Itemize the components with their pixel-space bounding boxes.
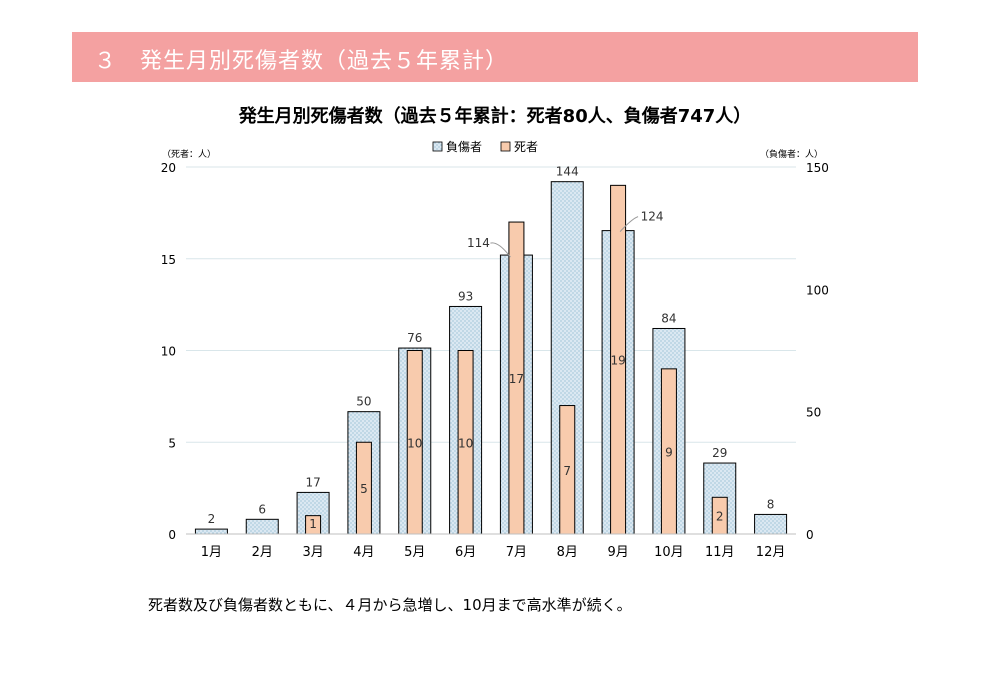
data-label-death: 9 <box>665 445 673 459</box>
section-banner: ３ 発生月別死傷者数（過去５年累計） <box>72 32 918 82</box>
data-label-death: 7 <box>563 464 571 478</box>
legend-label-death: 死者 <box>514 140 538 154</box>
x-tick-label: 1月 <box>201 545 222 560</box>
left-tick-label: 20 <box>161 161 176 175</box>
left-tick-label: 5 <box>168 436 176 450</box>
left-tick-label: 15 <box>161 253 176 267</box>
x-tick-label: 11月 <box>705 545 735 560</box>
data-label-injured: 8 <box>767 497 775 511</box>
bar-injured <box>245 518 279 535</box>
data-label-injured: 84 <box>661 311 676 325</box>
legend-label-injured: 負傷者 <box>446 139 482 154</box>
label-leader <box>490 242 511 258</box>
data-label-death: 5 <box>360 482 368 496</box>
caption: 死者数及び負傷者数ともに、４月から急増し、10月まで高水準が続く。 <box>148 596 632 614</box>
right-tick-label: 100 <box>806 283 829 297</box>
x-tick-label: 10月 <box>654 545 684 560</box>
data-label-injured: 50 <box>356 395 371 409</box>
x-tick-label: 3月 <box>302 545 323 560</box>
right-axis-unit: （負傷者：人） <box>760 148 823 160</box>
data-label-injured: 2 <box>208 512 216 526</box>
x-tick-label: 6月 <box>455 545 476 560</box>
right-tick-label: 50 <box>806 406 821 420</box>
data-label-injured: 114 <box>467 236 490 250</box>
data-label-death: 10 <box>407 436 422 450</box>
data-label-injured: 124 <box>641 210 664 224</box>
bar-injured <box>754 513 788 535</box>
data-label-death: 17 <box>509 372 524 386</box>
data-label-death: 2 <box>716 510 724 524</box>
bar-injured <box>194 528 228 535</box>
left-tick-label: 0 <box>168 528 176 542</box>
section-title: ３ 発生月別死傷者数（過去５年累計） <box>94 49 509 74</box>
data-label-injured: 93 <box>458 289 473 303</box>
label-leader <box>619 216 639 232</box>
data-label-injured: 17 <box>305 475 320 489</box>
x-tick-label: 7月 <box>506 545 527 560</box>
data-label-injured: 29 <box>712 446 727 460</box>
x-tick-label: 2月 <box>252 545 273 560</box>
left-axis-unit: （死者：人） <box>162 149 216 160</box>
x-tick-label: 5月 <box>404 545 425 560</box>
data-label-death: 10 <box>458 436 473 450</box>
right-tick-label: 0 <box>806 528 814 542</box>
legend-swatch-death <box>500 141 511 152</box>
data-label-injured: 6 <box>258 502 266 516</box>
data-label-death: 19 <box>610 354 625 368</box>
x-tick-label: 4月 <box>353 545 374 560</box>
chart-title: 発生月別死傷者数（過去５年累計：死者80人、負傷者747人） <box>238 106 752 127</box>
left-tick-label: 10 <box>161 345 176 359</box>
x-tick-label: 9月 <box>607 545 628 560</box>
x-tick-label: 8月 <box>557 545 578 560</box>
data-label-death: 1 <box>309 517 317 531</box>
data-label-injured: 76 <box>407 331 422 345</box>
right-tick-label: 150 <box>806 161 829 175</box>
legend-swatch-injured <box>432 141 443 152</box>
data-label-injured: 144 <box>556 165 579 179</box>
x-tick-label: 12月 <box>756 545 786 560</box>
